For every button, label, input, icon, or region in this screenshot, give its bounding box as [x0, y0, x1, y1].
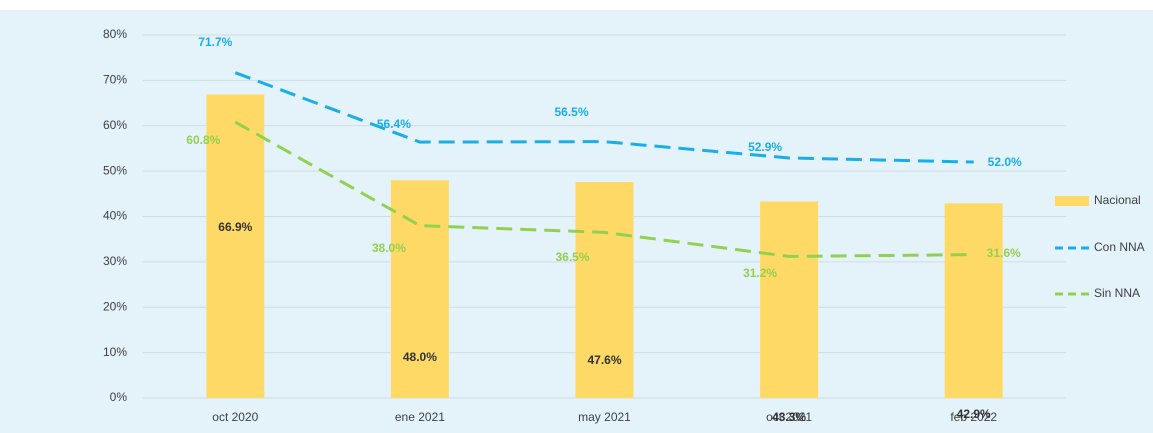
- y-tick-label: 60%: [103, 118, 127, 132]
- legend-label: Sin NNA: [1094, 286, 1140, 300]
- data-label: 56.5%: [554, 105, 588, 119]
- line-series: [234, 120, 974, 258]
- x-tick-label: feb 2022: [950, 410, 997, 424]
- y-tick-label: 10%: [103, 345, 127, 359]
- data-label: 60.8%: [186, 133, 220, 147]
- data-label: 42.9%: [957, 407, 991, 421]
- bar: [390, 180, 449, 398]
- x-tick-label: ene 2021: [395, 410, 445, 424]
- y-tick-label: 50%: [103, 163, 127, 177]
- data-label: 43.3%: [772, 410, 806, 424]
- data-label: 66.9%: [218, 220, 252, 234]
- bar: [760, 201, 819, 398]
- data-label: 52.9%: [748, 140, 782, 154]
- y-tick-label: 70%: [103, 73, 127, 87]
- y-tick-label: 0%: [110, 390, 128, 404]
- data-label: 47.6%: [587, 353, 621, 367]
- x-tick-label: oct 2021: [766, 410, 812, 424]
- data-label: 48.0%: [403, 350, 437, 364]
- y-tick-label: 30%: [103, 254, 127, 268]
- data-label: 38.0%: [372, 241, 406, 255]
- bar: [575, 182, 634, 398]
- y-tick-label: 40%: [103, 209, 127, 223]
- bar: [944, 203, 1003, 398]
- y-tick-label: 80%: [103, 27, 127, 41]
- legend-label: Nacional: [1094, 193, 1141, 207]
- legend-label: Con NNA: [1094, 240, 1145, 254]
- data-label: 52.0%: [988, 155, 1022, 169]
- x-tick-label: oct 2020: [212, 410, 258, 424]
- data-label: 31.6%: [987, 246, 1021, 260]
- data-label: 36.5%: [555, 250, 589, 264]
- legend-swatch: [1055, 196, 1089, 206]
- line-series: [234, 71, 974, 164]
- bar: [206, 94, 265, 398]
- data-label: 31.2%: [743, 266, 777, 280]
- data-label: 71.7%: [198, 35, 232, 49]
- x-tick-label: may 2021: [578, 410, 631, 424]
- y-tick-label: 20%: [103, 299, 127, 313]
- data-label: 56.4%: [377, 117, 411, 131]
